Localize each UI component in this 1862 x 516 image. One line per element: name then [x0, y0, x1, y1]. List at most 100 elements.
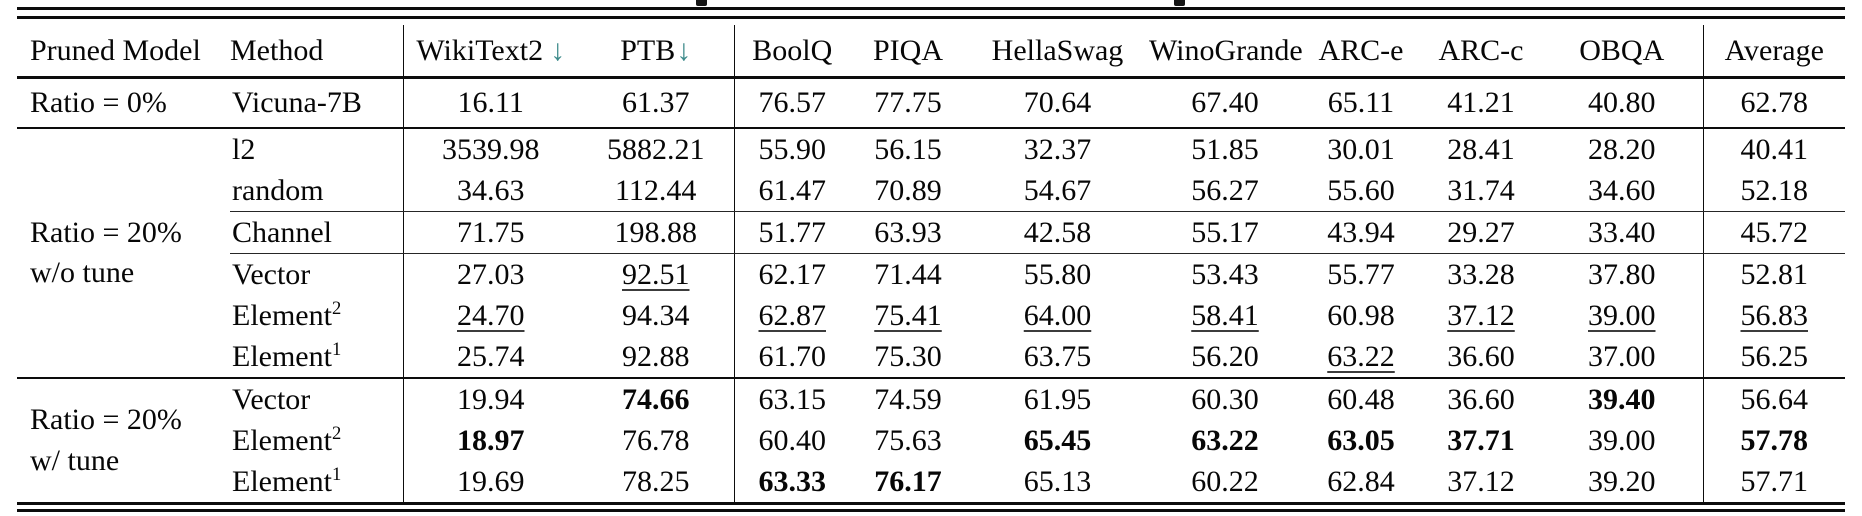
- value: 42.58: [1023, 215, 1092, 249]
- value-cell: 32.37: [966, 128, 1149, 170]
- value-cell: 37.00: [1541, 336, 1704, 378]
- value-cell: 63.75: [966, 336, 1149, 378]
- value-cell: 41.21: [1421, 78, 1541, 129]
- value-cell: 62.17: [734, 254, 850, 296]
- value: 60.48: [1327, 382, 1395, 416]
- value-cell: 39.00: [1541, 295, 1704, 336]
- col-header-average: Average: [1703, 25, 1845, 79]
- value-cell: 18.97: [403, 420, 578, 461]
- value-cell: 62.84: [1301, 461, 1421, 502]
- method-cell: Channel: [230, 211, 404, 254]
- value-cell: 77.75: [850, 78, 966, 129]
- value-cell: 76.57: [734, 78, 850, 129]
- value: 75.63: [874, 423, 942, 457]
- row-group-label: Ratio = 20% w/ tune: [17, 378, 230, 502]
- top-rule-outer: [17, 7, 1845, 10]
- col-header-pruned-model: Pruned Model: [17, 25, 230, 79]
- table-row: Element2 18.97 76.78 60.40 75.63 65.45 63.22 63…: [17, 420, 1845, 461]
- row-group-label: Ratio = 20% w/o tune: [17, 128, 230, 378]
- value: 37.12: [1447, 464, 1515, 498]
- row-group-label: Ratio = 0%: [17, 78, 230, 129]
- value: 53.43: [1191, 257, 1259, 291]
- value-cell: 74.59: [850, 378, 966, 420]
- value: 52.18: [1740, 173, 1809, 207]
- value-cell: 33.40: [1541, 211, 1704, 254]
- value: 56.64: [1740, 382, 1809, 416]
- value: 57.71: [1740, 464, 1809, 498]
- value: 76.78: [622, 423, 690, 457]
- value-cell: 34.63: [403, 170, 578, 212]
- value: 56.20: [1191, 339, 1259, 373]
- row-group-label-line: w/o tune: [30, 256, 135, 289]
- value-cell: 36.60: [1421, 336, 1541, 378]
- row-group-label-line: Ratio = 0%: [30, 85, 167, 119]
- method-cell: Element1: [230, 461, 404, 502]
- row-group-label-line: Ratio = 20%: [30, 215, 182, 249]
- col-header-wikitext2: WikiText2 ↓: [403, 25, 578, 79]
- table-row: Element1 25.74 92.88 61.70 75.30 63.75 56.20 63…: [17, 336, 1845, 378]
- value-cell: 61.47: [734, 170, 850, 212]
- value: 33.40: [1588, 215, 1656, 249]
- table-row: Vector 27.03 92.51 62.17 71.44 55.80 53.43 55.7…: [17, 253, 1845, 296]
- value-cell: 24.70: [403, 295, 578, 336]
- method-cell: Element2: [230, 420, 404, 461]
- value: 36.60: [1447, 339, 1515, 373]
- value-cell: 63.22: [1301, 336, 1421, 378]
- value: 65.11: [1327, 86, 1395, 119]
- value-cell: 28.41: [1421, 128, 1541, 170]
- second-best-value: 24.70: [457, 298, 525, 332]
- value: 74.59: [874, 382, 942, 416]
- value: 33.28: [1447, 257, 1515, 291]
- value-cell: 42.58: [966, 211, 1149, 254]
- col-header-ptb-label: PTB: [620, 33, 676, 67]
- col-header-wikitext2-label: WikiText2: [416, 33, 544, 67]
- value: 70.89: [874, 173, 942, 207]
- value-cell: 61.95: [966, 378, 1149, 420]
- method-superscript: 1: [331, 338, 342, 360]
- value: 40.80: [1588, 86, 1656, 119]
- value-cell: 55.80: [966, 254, 1149, 296]
- value-cell: 39.20: [1541, 461, 1704, 502]
- value: 41.21: [1447, 86, 1515, 119]
- value-cell: 31.74: [1421, 170, 1541, 212]
- second-best-value: 63.22: [1327, 339, 1395, 373]
- col-header-method: Method: [230, 25, 404, 79]
- value: 29.27: [1447, 215, 1515, 249]
- value: 51.77: [758, 215, 827, 249]
- top-rule-inner: [17, 16, 1845, 19]
- value: 76.57: [758, 86, 827, 119]
- value: 19.94: [457, 382, 525, 416]
- value-cell: 60.30: [1149, 378, 1301, 420]
- value: 30.01: [1327, 132, 1395, 166]
- value: 25.74: [457, 339, 525, 373]
- value-cell: 112.44: [578, 170, 735, 212]
- value: 60.40: [758, 423, 827, 457]
- value-cell: 74.66: [578, 378, 735, 420]
- table-row: Ratio = 20% w/o tune l2 3539.98 5882.21 55.90…: [17, 128, 1845, 289]
- value: 61.95: [1023, 382, 1092, 416]
- value: 63.15: [758, 382, 827, 416]
- second-best-value: 56.83: [1740, 298, 1809, 332]
- value-cell: 57.78: [1703, 420, 1845, 461]
- value-cell: 30.01: [1301, 128, 1421, 170]
- second-best-value: 62.87: [758, 298, 827, 332]
- cropped-caption-descender: [1174, 0, 1185, 6]
- value: 37.00: [1588, 339, 1656, 373]
- results-table-figure: Pruned Model Method WikiText2 ↓ PTB↓ Bool…: [17, 7, 1845, 512]
- bottom-rule-outer: [17, 509, 1845, 512]
- value: 27.03: [457, 257, 525, 291]
- value: 52.81: [1740, 257, 1809, 291]
- method-superscript: 2: [331, 422, 342, 444]
- row-group: Ratio = 20% w/ tune Vector 19.94 74.66 63.15 7…: [17, 378, 1845, 502]
- value-cell: 37.12: [1421, 461, 1541, 502]
- value: 63.93: [874, 215, 942, 249]
- value-cell: 61.70: [734, 336, 850, 378]
- col-header-arc-e: ARC-e: [1301, 25, 1421, 79]
- value-cell: 67.40: [1149, 78, 1301, 129]
- value: 71.44: [874, 257, 942, 291]
- value-cell: 55.77: [1301, 254, 1421, 296]
- col-header-winogrande: WinoGrande: [1149, 25, 1303, 79]
- value: 3539.98: [442, 132, 540, 166]
- value-cell: 70.89: [850, 170, 966, 212]
- benchmark-results-table: Pruned Model Method WikiText2 ↓ PTB↓ Bool…: [17, 25, 1845, 502]
